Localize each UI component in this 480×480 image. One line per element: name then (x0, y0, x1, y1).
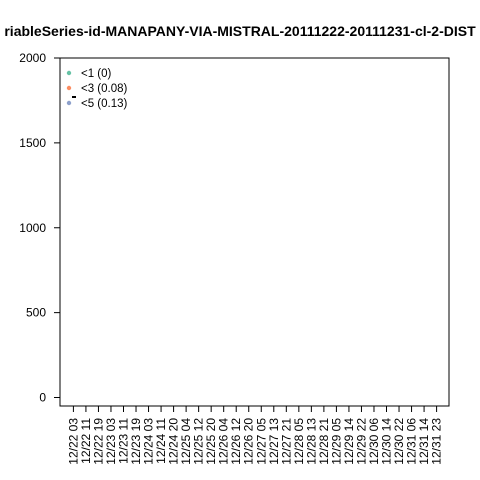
x-tick-label: 12/27 05 (254, 418, 268, 465)
x-tick-label: 12/31 23 (430, 418, 444, 465)
x-tick-label: 12/25 20 (204, 418, 218, 465)
y-tick-label: 1500 (19, 136, 46, 150)
x-tick-label: 12/28 13 (304, 418, 318, 465)
y-tick-label: 1000 (19, 221, 46, 235)
x-tick-label: 12/29 22 (354, 418, 368, 465)
x-tick-label: 12/23 03 (104, 418, 118, 465)
x-tick-label: 12/26 20 (242, 418, 256, 465)
y-tick-label: 0 (39, 391, 46, 405)
x-tick-label: 12/31 14 (417, 418, 431, 465)
x-tick-label: 12/24 11 (154, 418, 168, 464)
x-tick-label: 12/29 14 (342, 418, 356, 465)
y-axis: 0 500 1000 1500 2000 (19, 51, 60, 405)
x-tick-label: 12/30 06 (367, 418, 381, 465)
legend-marker (66, 70, 72, 76)
legend-label: <1 (0) (81, 68, 112, 80)
x-tick-label: 12/25 12 (192, 418, 206, 465)
x-tick-label: 12/28 21 (317, 418, 331, 465)
x-tick-label: 12/31 06 (405, 418, 419, 465)
legend: <1 (0) <3 (0.08) <5 (0.13) (66, 68, 128, 110)
legend-label: <5 (0.13) (81, 98, 128, 110)
x-tick-label: 12/30 14 (380, 418, 394, 465)
y-tick-label: 500 (26, 306, 46, 320)
x-tick-label: 12/26 04 (217, 418, 231, 465)
x-tick-label: 12/30 22 (392, 418, 406, 465)
chart-title: riableSeries-id-MANAPANY-VIA-MISTRAL-201… (4, 23, 476, 39)
legend-dash (72, 96, 76, 98)
y-tick-label: 2000 (19, 51, 46, 65)
x-tick-label: 12/26 12 (229, 418, 243, 465)
x-tick-label: 12/28 05 (292, 418, 306, 465)
x-tick-label: 12/27 13 (267, 418, 281, 465)
x-tick-label: 12/24 20 (167, 418, 181, 465)
legend-label: <3 (0.08) (81, 83, 128, 95)
x-tick-label: 12/27 21 (279, 418, 293, 465)
x-tick-label: 12/29 05 (329, 418, 343, 465)
x-tick-label: 12/22 11 (79, 418, 93, 464)
x-tick-label: 12/25 04 (179, 418, 193, 465)
legend-marker (66, 85, 72, 91)
x-tick-label: 12/24 03 (142, 418, 156, 465)
x-tick-label: 12/22 03 (66, 418, 80, 465)
x-tick-label: 12/23 11 (116, 418, 130, 464)
x-tick-label: 12/22 19 (91, 418, 105, 465)
plot-area (59, 57, 450, 407)
x-tick-label: 12/23 19 (129, 418, 143, 465)
legend-marker (66, 100, 72, 106)
